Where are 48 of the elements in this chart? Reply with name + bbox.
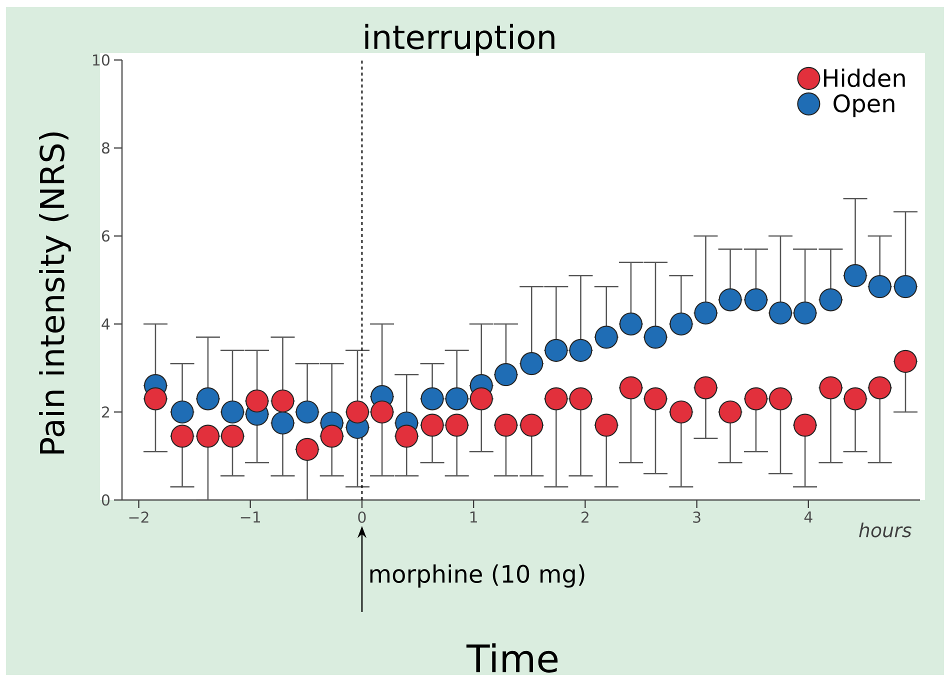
x-axis-title: Time bbox=[466, 643, 558, 673]
text: morphine (10 mg) bbox=[370, 564, 584, 588]
legend-label: Hidden bbox=[824, 68, 905, 88]
point bbox=[694, 376, 718, 400]
point bbox=[594, 326, 618, 349]
y-axis-title: Pain intensity (NRS) bbox=[39, 132, 71, 454]
point bbox=[271, 411, 294, 435]
ref-line-label: interruption bbox=[365, 24, 554, 56]
y-tick-label: 4 bbox=[102, 318, 110, 330]
point bbox=[144, 387, 168, 410]
point bbox=[170, 400, 194, 424]
point bbox=[819, 288, 842, 312]
point bbox=[718, 400, 742, 424]
y-tick-label: 8 bbox=[102, 142, 110, 154]
point bbox=[619, 376, 642, 400]
point bbox=[844, 387, 867, 410]
point bbox=[844, 264, 867, 288]
x-tick-label: −2 bbox=[129, 512, 148, 523]
point bbox=[196, 387, 220, 410]
point bbox=[644, 326, 668, 349]
point bbox=[494, 363, 518, 386]
point bbox=[868, 376, 892, 400]
point bbox=[794, 414, 817, 437]
y-tick-label: 10 bbox=[93, 54, 110, 66]
y-tick-label: 2 bbox=[102, 406, 109, 418]
x-tick-label: 3 bbox=[693, 512, 700, 523]
point bbox=[644, 387, 668, 410]
point bbox=[594, 414, 618, 437]
point bbox=[670, 400, 693, 424]
x-tick-label: 1 bbox=[470, 512, 477, 522]
x-tick-label: 0 bbox=[358, 512, 366, 523]
y-tick-label: 6 bbox=[102, 230, 110, 242]
point bbox=[819, 376, 842, 400]
point bbox=[296, 438, 319, 461]
point bbox=[395, 424, 418, 448]
legend-label: Open bbox=[834, 94, 894, 118]
point bbox=[619, 312, 642, 336]
x-tick-label: −1 bbox=[240, 512, 260, 522]
point bbox=[894, 350, 918, 373]
y-tick-label: 0 bbox=[102, 494, 110, 506]
point bbox=[520, 352, 544, 376]
point bbox=[694, 301, 718, 325]
text: hours bbox=[859, 522, 912, 538]
point bbox=[670, 312, 693, 336]
point bbox=[296, 400, 319, 424]
point bbox=[320, 424, 344, 448]
x-tick-label: 2 bbox=[582, 512, 588, 523]
x-tick-label: 4 bbox=[804, 512, 812, 522]
